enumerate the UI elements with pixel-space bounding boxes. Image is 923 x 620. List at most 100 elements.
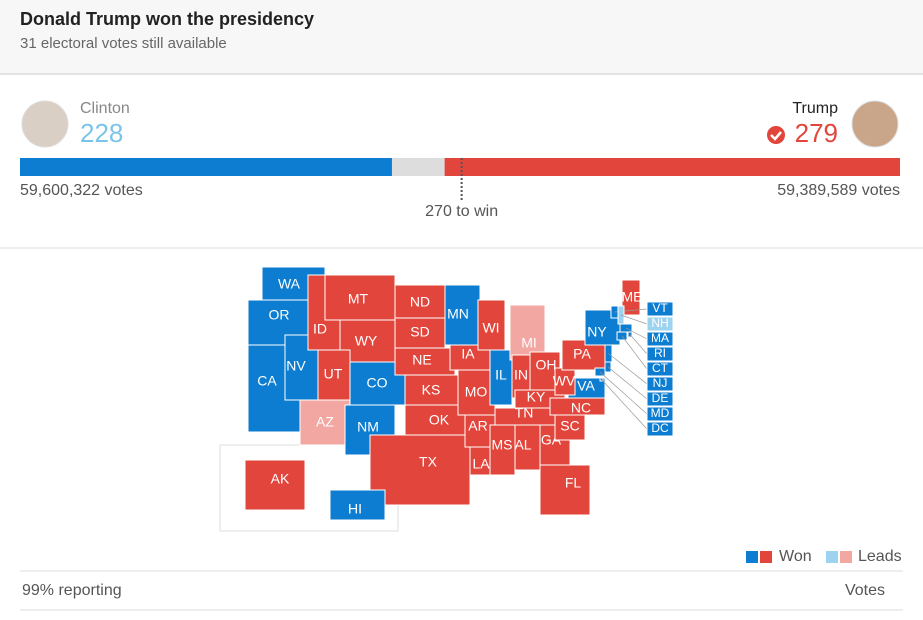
legend-swatch (840, 551, 852, 563)
leader-line (620, 314, 648, 325)
state-label: KS (422, 382, 441, 398)
state-label: MT (348, 291, 369, 307)
popular-votes: 59,600,322 votes (20, 182, 143, 199)
clinton-photo (21, 100, 69, 148)
state (509, 304, 546, 361)
state-label: NY (587, 324, 607, 340)
state-label: WY (355, 333, 378, 349)
legend-label: Leads (858, 548, 902, 565)
state-label: MI (521, 335, 537, 351)
state (394, 284, 446, 319)
state-label: KY (527, 389, 546, 405)
state-box (646, 376, 674, 392)
state-label: TN (515, 405, 534, 421)
state-label: CA (257, 373, 277, 389)
state-label: AL (514, 437, 531, 453)
state-label: PA (573, 346, 591, 362)
leader-line (601, 379, 648, 430)
leader-line (599, 371, 648, 415)
state-label: CT (652, 361, 669, 375)
state-label: MA (651, 331, 669, 345)
state-label: RI (654, 346, 666, 360)
leader-line (625, 327, 648, 340)
state-box (646, 301, 674, 317)
state-label: TX (419, 454, 438, 470)
candidate-name: Trump (792, 100, 838, 117)
state (457, 369, 496, 416)
legend-swatch (826, 551, 838, 563)
state-label: MS (492, 437, 513, 453)
title: Donald Trump won the presidency (20, 9, 314, 29)
state-label: DC (651, 421, 669, 435)
state-box (646, 331, 674, 347)
leader-line (608, 353, 648, 385)
state-label: MN (447, 306, 469, 322)
state-box (646, 346, 674, 362)
state-label: FL (565, 475, 582, 491)
state-label: DE (652, 391, 669, 405)
state-label: MO (465, 384, 488, 400)
state-box (646, 361, 674, 377)
electoral-count: 279 (795, 118, 838, 148)
state-label: MD (651, 406, 670, 420)
state-label: VT (652, 301, 668, 315)
state (404, 404, 466, 436)
state (539, 464, 591, 516)
state-label: OK (429, 412, 450, 428)
state-label: NE (412, 352, 431, 368)
votes-label: Votes (845, 582, 885, 599)
state-label: WI (482, 320, 499, 336)
state-label: NM (357, 419, 379, 435)
state-box (646, 421, 674, 437)
state (299, 399, 351, 446)
subtitle: 31 electoral votes still available (20, 35, 227, 52)
state-box (646, 316, 674, 332)
header-bg (0, 0, 923, 74)
state-label: SC (560, 418, 579, 434)
state (561, 339, 606, 371)
state (444, 284, 481, 346)
state-label: WA (278, 276, 301, 292)
state (621, 279, 641, 316)
state-box (646, 391, 674, 407)
leader-line (621, 335, 648, 370)
state-label: IA (461, 346, 475, 362)
state-label: NV (286, 358, 306, 374)
state-label: OR (269, 307, 290, 323)
state-label: AR (468, 418, 487, 434)
state-label: LA (472, 456, 490, 472)
state-label: IN (514, 367, 528, 383)
popular-votes: 59,389,589 votes (777, 182, 900, 199)
bar-clinton (20, 158, 392, 176)
state-label: AK (271, 471, 290, 487)
state-label: OH (536, 357, 557, 373)
state-label: IL (495, 367, 507, 383)
state (394, 317, 446, 349)
electoral-count: 228 (80, 118, 123, 148)
legend-swatch (746, 551, 758, 563)
state-label: NH (651, 316, 668, 330)
candidate-name: Clinton (80, 100, 130, 117)
bar-trump (444, 158, 900, 176)
state (244, 459, 306, 511)
state-label: VA (577, 378, 595, 394)
winner-check (767, 126, 785, 144)
state-label: SD (410, 324, 429, 340)
state-label: ND (410, 294, 430, 310)
state-label: ME (622, 289, 643, 305)
state (489, 424, 516, 476)
state (329, 489, 386, 521)
state-label: CO (367, 375, 388, 391)
state-label: NJ (653, 376, 668, 390)
trump-photo (851, 100, 899, 148)
state-label: WV (553, 373, 576, 389)
state (514, 424, 541, 471)
state-box (646, 406, 674, 422)
state (369, 434, 471, 506)
state-label: HI (348, 501, 362, 517)
check-mark (770, 131, 782, 141)
state-label: UT (324, 366, 343, 382)
leader-line (607, 366, 648, 400)
state-label: ID (313, 321, 327, 337)
